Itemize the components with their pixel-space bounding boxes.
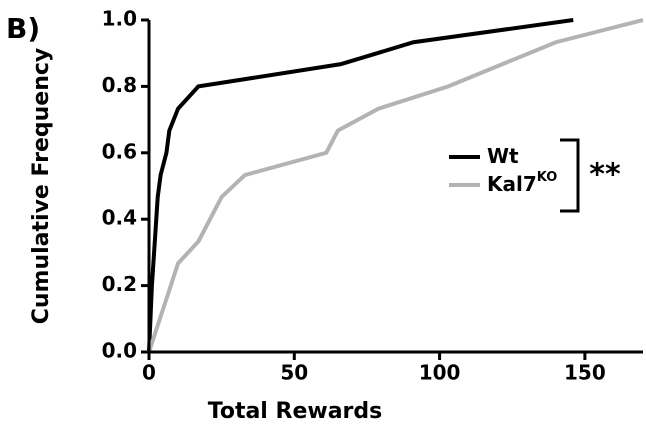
y-tick-label: 0.4 bbox=[102, 206, 137, 230]
x-tick-label: 0 bbox=[142, 361, 156, 385]
y-tick-label: 0.8 bbox=[102, 73, 137, 97]
legend-name-superscript: KO bbox=[537, 170, 558, 185]
y-tick-label: 0.6 bbox=[102, 139, 137, 163]
x-tick-label: 150 bbox=[564, 361, 606, 385]
y-tick-label: 0.2 bbox=[102, 272, 137, 296]
panel-label: B) bbox=[6, 12, 40, 45]
y-axis-label: Cumulative Frequency bbox=[29, 48, 54, 325]
significance-bracket bbox=[560, 138, 580, 213]
legend-name: Wt bbox=[487, 144, 519, 168]
y-tick-label: 1.0 bbox=[102, 7, 137, 31]
x-tick-label: 50 bbox=[280, 361, 308, 385]
x-tick-label: 100 bbox=[419, 361, 461, 385]
y-tick-label: 0.0 bbox=[102, 339, 137, 363]
significance-annotation: ** bbox=[589, 158, 621, 193]
series-line bbox=[147, 18, 574, 353]
x-axis-label: Total Rewards bbox=[208, 399, 383, 424]
legend-label: Kal7KO bbox=[487, 170, 557, 196]
legend-label: Wt bbox=[487, 144, 519, 168]
series-line bbox=[147, 18, 644, 353]
legend-name: Kal7 bbox=[487, 172, 537, 196]
